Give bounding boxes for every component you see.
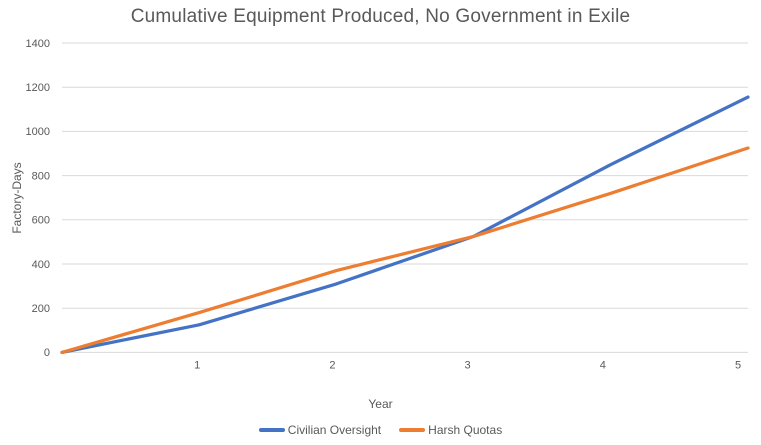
x-tick-label: 1	[194, 360, 200, 372]
y-tick-label: 1200	[26, 82, 50, 94]
y-tick-label: 800	[32, 170, 50, 182]
series-line-harsh-quotas	[60, 146, 750, 355]
y-tick-label: 0	[44, 347, 50, 359]
legend-item-harsh-quotas: Harsh Quotas	[399, 423, 502, 437]
y-tick-label: 600	[32, 215, 50, 227]
y-tick-label: 200	[32, 303, 50, 315]
y-tick-label: 1400	[26, 38, 50, 50]
x-tick-label: 5	[735, 360, 741, 372]
legend-label-civilian-oversight: Civilian Oversight	[287, 423, 382, 437]
y-axis-title: Factory-Days	[10, 162, 24, 234]
x-tick-label: 2	[329, 360, 335, 372]
legend-swatch-harsh-quotas	[399, 428, 426, 432]
legend-item-civilian-oversight: Civilian Oversight	[258, 423, 382, 437]
x-axis-title: Year	[368, 397, 393, 411]
legend-label-harsh-quotas: Harsh Quotas	[428, 423, 503, 437]
y-tick-label: 1000	[26, 126, 50, 138]
y-tick-label: 400	[32, 259, 50, 271]
x-tick-label: 4	[600, 360, 606, 372]
legend-swatch-civilian-oversight	[258, 428, 285, 432]
chart-title: Cumulative Equipment Produced, No Govern…	[130, 6, 631, 27]
series-line-civilian-oversight	[60, 95, 750, 355]
legend: Civilian Oversight Harsh Quotas	[0, 423, 761, 437]
x-tick-label: 3	[465, 360, 471, 372]
